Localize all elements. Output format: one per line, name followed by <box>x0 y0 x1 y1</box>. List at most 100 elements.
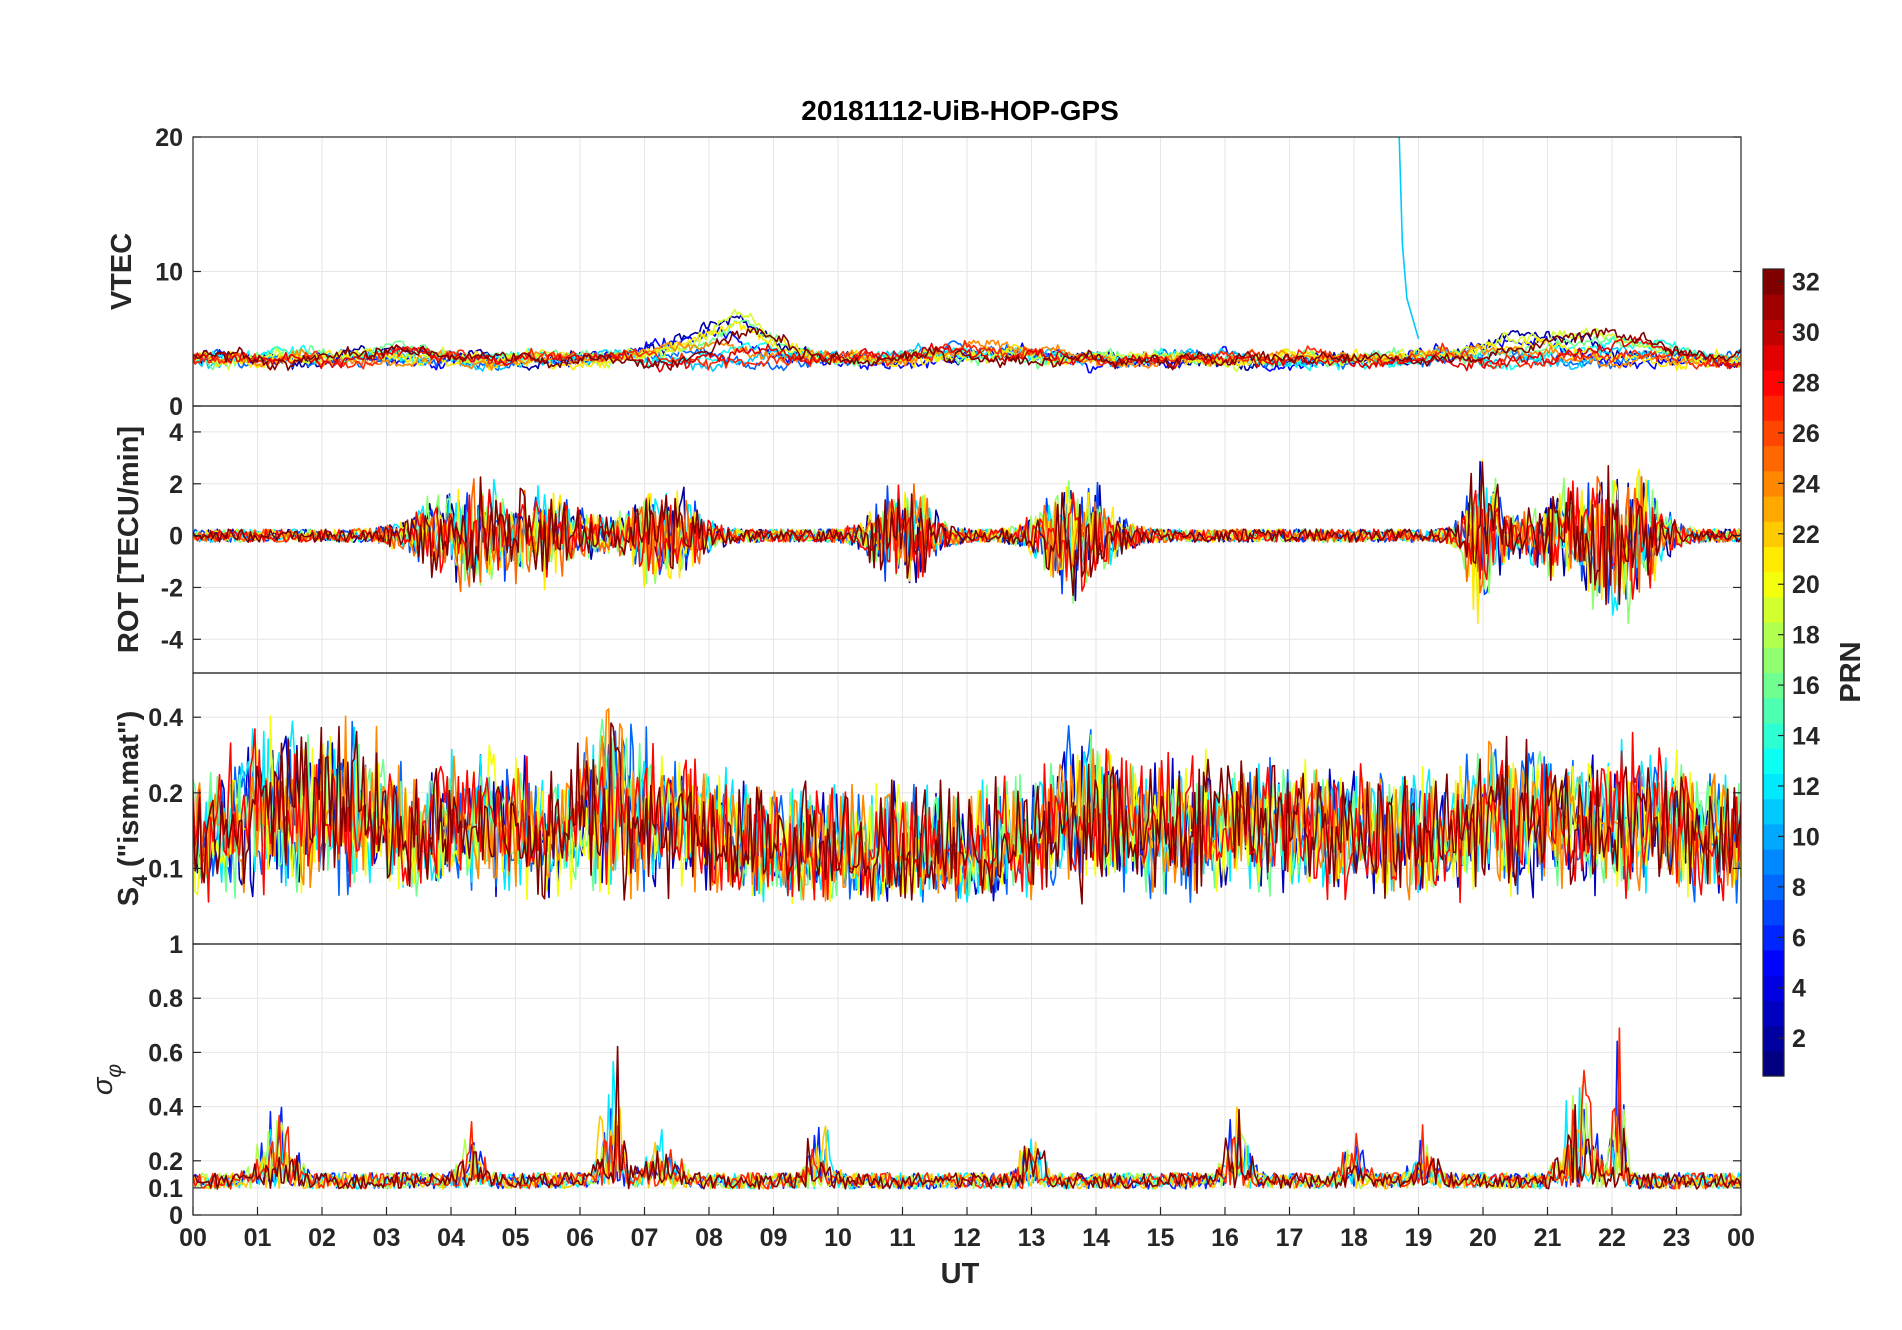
colorbar-swatch-prn-19 <box>1763 596 1784 623</box>
y-tick-label: 0.1 <box>148 855 183 883</box>
colorbar-swatch-prn-15 <box>1763 697 1784 724</box>
series-line-prn-12 <box>193 1060 1741 1190</box>
y-tick-label: 0.4 <box>148 704 183 732</box>
series-line-prn-32 <box>193 327 1741 371</box>
y-tick-label: 0 <box>169 523 183 551</box>
colorbar-tick-label: 30 <box>1792 319 1820 347</box>
y-tick-label: 0.6 <box>148 1039 183 1067</box>
series-line-prn-32 <box>193 722 1741 905</box>
colorbar-swatch-prn-23 <box>1763 495 1784 522</box>
colorbar-tick-label: 32 <box>1792 269 1820 297</box>
series-group <box>193 708 1741 905</box>
colorbar-tick-label: 26 <box>1792 420 1820 448</box>
vtec-spike-prn-11 <box>1398 137 1420 340</box>
series-group <box>193 137 1741 374</box>
series-group <box>193 1027 1741 1190</box>
colorbar-swatch-prn-22 <box>1763 521 1784 548</box>
colorbar-swatch-prn-18 <box>1763 622 1784 648</box>
series-line-prn-21 <box>193 321 1741 372</box>
x-tick-label: 20 <box>1469 1224 1497 1252</box>
y-tick-label: 1 <box>169 931 183 959</box>
colorbar-swatch-prn-11 <box>1763 798 1784 825</box>
x-tick-label: 07 <box>631 1224 659 1252</box>
y-tick-label: 20 <box>155 124 183 152</box>
x-tick-label: 03 <box>373 1224 401 1252</box>
colorbar-swatch-prn-27 <box>1763 395 1784 421</box>
colorbar-swatch-prn-2 <box>1763 1025 1784 1052</box>
colorbar-swatch-prn-1 <box>1763 1050 1784 1077</box>
x-tick-label: 19 <box>1405 1224 1433 1252</box>
x-tick-label: 09 <box>760 1224 788 1252</box>
y-tick-label: 4 <box>169 419 183 447</box>
colorbar-swatch-prn-21 <box>1763 546 1784 573</box>
colorbar-tick-label: 4 <box>1792 975 1806 1003</box>
x-tick-label: 18 <box>1340 1224 1368 1252</box>
series-line-prn-32 <box>193 1045 1741 1190</box>
colorbar-tick-label: 10 <box>1792 823 1820 851</box>
x-tick-label: 14 <box>1082 1224 1110 1252</box>
series-line-prn-27 <box>193 339 1741 371</box>
colorbar-tick-label: 8 <box>1792 874 1806 902</box>
y-tick-label: 0.2 <box>148 780 183 808</box>
colorbar-swatch-prn-25 <box>1763 445 1784 472</box>
x-tick-label: 01 <box>244 1224 272 1252</box>
y-axis-label-s4: S4 ("ism.mat") <box>113 711 152 907</box>
series-line-prn-32 <box>193 461 1741 606</box>
colorbar-swatch-prn-12 <box>1763 773 1784 800</box>
x-tick-label: 16 <box>1211 1224 1239 1252</box>
colorbar-tick-label: 12 <box>1792 773 1820 801</box>
colorbar-swatch-prn-13 <box>1763 748 1784 774</box>
x-tick-label: 21 <box>1534 1224 1562 1252</box>
x-axis-label: UT <box>941 1258 980 1290</box>
x-tick-label: 02 <box>308 1224 336 1252</box>
x-tick-label: 10 <box>824 1224 852 1252</box>
colorbar-tick-label: 2 <box>1792 1025 1806 1053</box>
colorbar-swatch-prn-26 <box>1763 420 1784 447</box>
x-tick-label: 23 <box>1663 1224 1691 1252</box>
x-tick-label: 06 <box>566 1224 594 1252</box>
colorbar-tick-label: 6 <box>1792 924 1806 952</box>
colorbar-swatch-prn-7 <box>1763 899 1784 926</box>
panel-rot: 4 2 0 -2 -4 ROT [TECU/min] <box>113 405 1742 674</box>
y-tick-label: 0 <box>169 1202 183 1230</box>
y-axis-label-vtec: VTEC <box>106 233 138 310</box>
y-tick-label: -2 <box>161 574 183 602</box>
colorbar-tick-label: 28 <box>1792 369 1820 397</box>
x-tick-label: 22 <box>1598 1224 1626 1252</box>
y-axis-label-rot: ROT [TECU/min] <box>113 426 145 653</box>
x-tick-label: 12 <box>953 1224 981 1252</box>
y-tick-label: 0.1 <box>148 1175 183 1203</box>
x-tick-label: 04 <box>437 1224 465 1252</box>
y-tick-label: 0.4 <box>148 1094 183 1122</box>
series-group <box>193 459 1741 625</box>
colorbar-swatch-prn-17 <box>1763 647 1784 674</box>
colorbar-swatch-prn-14 <box>1763 722 1784 749</box>
chart-title: 20181112-UiB-HOP-GPS <box>801 95 1119 126</box>
x-tick-label: 08 <box>695 1224 723 1252</box>
colorbar-swatch-prn-3 <box>1763 1000 1784 1027</box>
x-tick-label: 00 <box>1727 1224 1755 1252</box>
colorbar-tick-label: 16 <box>1792 672 1820 700</box>
colorbar-swatch-prn-10 <box>1763 823 1784 850</box>
x-axis: 00 01 02 03 04 05 06 07 08 09 10 11 12 13 14 15 16 17 18 19… <box>179 1207 1755 1252</box>
colorbar-swatch-prn-24 <box>1763 470 1784 497</box>
colorbar-tick-label: 20 <box>1792 571 1820 599</box>
colorbar-swatch-prn-4 <box>1763 975 1784 1001</box>
colorbar-label: PRN <box>1835 641 1867 702</box>
colorbar-frame <box>1762 268 1785 1077</box>
y-axis-label-sigma_phi: σφ <box>87 1064 126 1096</box>
colorbar-swatch-prn-30 <box>1763 319 1784 346</box>
colorbar-swatch-prn-28 <box>1763 369 1784 396</box>
colorbar-swatch-prn-29 <box>1763 344 1784 371</box>
colorbar-tick-label: 14 <box>1792 723 1820 751</box>
x-tick-label: 17 <box>1276 1224 1304 1252</box>
colorbar-tick-label: 24 <box>1792 470 1820 498</box>
x-tick-label: 00 <box>179 1224 207 1252</box>
x-tick-label: 15 <box>1147 1224 1175 1252</box>
x-tick-label: 05 <box>502 1224 530 1252</box>
x-tick-label: 13 <box>1018 1224 1046 1252</box>
panel-s4: 0.4 0.2 0.1S4 ("ism.mat") <box>113 672 1742 945</box>
colorbar-tick-label: 22 <box>1792 521 1820 549</box>
colorbar-swatch-prn-8 <box>1763 874 1784 901</box>
